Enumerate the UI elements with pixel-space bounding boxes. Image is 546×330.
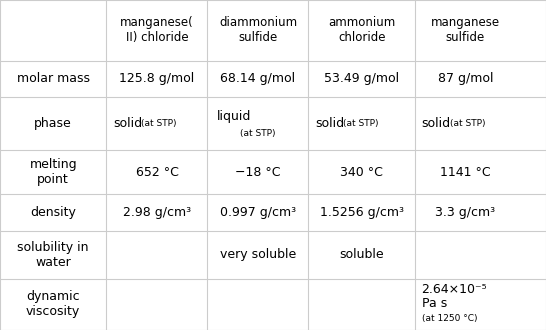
Text: 2.64×10⁻⁵: 2.64×10⁻⁵: [422, 283, 487, 296]
Text: phase: phase: [34, 117, 72, 130]
Text: manganese
sulfide: manganese sulfide: [431, 16, 500, 44]
Text: 2.98 g/cm³: 2.98 g/cm³: [123, 206, 191, 219]
Text: manganese(
II) chloride: manganese( II) chloride: [120, 16, 194, 44]
Text: 1.5256 g/cm³: 1.5256 g/cm³: [320, 206, 403, 219]
Text: 3.3 g/cm³: 3.3 g/cm³: [435, 206, 496, 219]
Text: 125.8 g/mol: 125.8 g/mol: [120, 72, 194, 85]
Text: very soluble: very soluble: [220, 248, 296, 261]
Text: dynamic
viscosity: dynamic viscosity: [26, 290, 80, 318]
Text: (at STP): (at STP): [141, 119, 177, 128]
Text: liquid: liquid: [217, 110, 252, 123]
Text: Pa s: Pa s: [422, 297, 447, 310]
Text: diammonium
sulfide: diammonium sulfide: [219, 16, 297, 44]
Text: solid: solid: [315, 117, 344, 130]
Text: (at 1250 °C): (at 1250 °C): [422, 314, 477, 323]
Text: (at STP): (at STP): [343, 119, 379, 128]
Text: 340 °C: 340 °C: [340, 166, 383, 179]
Text: solubility in
water: solubility in water: [17, 241, 89, 269]
Text: 0.997 g/cm³: 0.997 g/cm³: [220, 206, 296, 219]
Text: molar mass: molar mass: [17, 72, 90, 85]
Text: density: density: [30, 206, 76, 219]
Text: (at STP): (at STP): [240, 129, 276, 138]
Text: solid: solid: [422, 117, 450, 130]
Text: (at STP): (at STP): [450, 119, 485, 128]
Text: −18 °C: −18 °C: [235, 166, 281, 179]
Text: 652 °C: 652 °C: [135, 166, 179, 179]
Text: ammonium
chloride: ammonium chloride: [328, 16, 395, 44]
Text: solid: solid: [113, 117, 142, 130]
Text: soluble: soluble: [340, 248, 384, 261]
Text: 53.49 g/mol: 53.49 g/mol: [324, 72, 399, 85]
Text: 87 g/mol: 87 g/mol: [438, 72, 493, 85]
Text: 68.14 g/mol: 68.14 g/mol: [221, 72, 295, 85]
Text: melting
point: melting point: [29, 158, 77, 186]
Text: 1141 °C: 1141 °C: [440, 166, 491, 179]
